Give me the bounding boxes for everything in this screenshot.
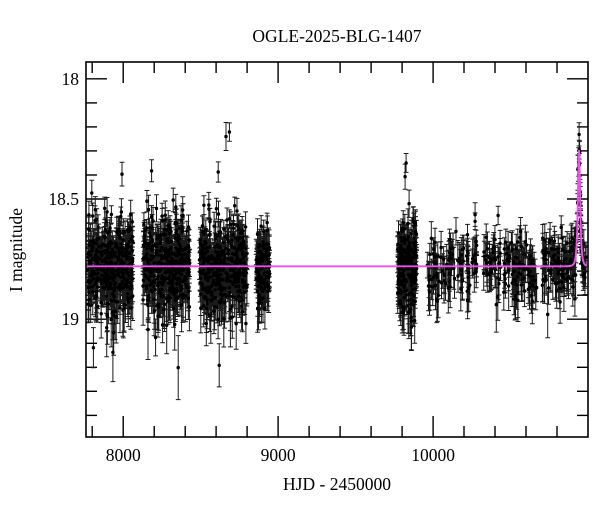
photometry-points	[86, 172, 135, 355]
plot-frame	[85, 61, 589, 438]
data-points-layer	[86, 122, 588, 401]
y-tick-label: 19	[62, 309, 80, 329]
y-axis-label: I magnitude	[6, 208, 26, 292]
x-axis-label: HJD - 2450000	[283, 474, 391, 494]
model-light-curve	[86, 149, 588, 268]
x-tick-label: 9000	[261, 445, 296, 465]
photometry-points	[254, 220, 272, 311]
photometry-points	[425, 212, 479, 303]
x-tick-label: 10000	[411, 445, 455, 465]
photometry-points	[396, 161, 419, 329]
plot-title: OGLE-2025-BLG-1407	[252, 26, 421, 46]
x-tick-label: 8000	[106, 445, 141, 465]
tick-labels: 8000 9000 10000 18 18.5 19	[48, 69, 455, 465]
y-tick-label: 18	[62, 69, 80, 89]
y-tick-label: 18.5	[48, 189, 79, 209]
plot-content-layer: 8000 9000 10000 18 18.5 19	[48, 61, 589, 465]
